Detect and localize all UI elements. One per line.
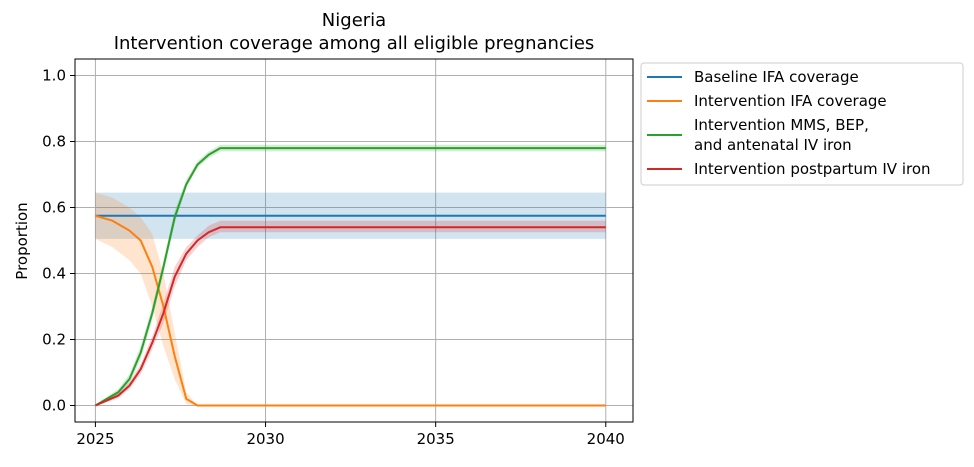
line-intervention-mms-bep-and-antenatal-iv-iron <box>94 147 606 407</box>
band-intervention-postpartum-iv-iron <box>95 220 606 406</box>
legend-label-intervention-mms-bep-and-antenatal-iv-iron: and antenatal IV iron <box>694 136 852 154</box>
legend-label-intervention-ifa-coverage: Intervention IFA coverage <box>694 92 887 110</box>
chart-subtitle: Intervention coverage among all eligible… <box>114 33 595 54</box>
y-tick-label: 0.4 <box>42 265 66 283</box>
chart-title: Nigeria <box>322 10 386 31</box>
legend-label-intervention-mms-bep-and-antenatal-iv-iron: Intervention MMS, BEP, <box>694 116 869 134</box>
y-tick-label: 0.6 <box>42 199 66 217</box>
y-axis-label: Proportion <box>13 202 31 279</box>
legend-label-baseline-ifa-coverage: Baseline IFA coverage <box>694 68 859 86</box>
legend-label-intervention-postpartum-iv-iron: Intervention postpartum IV iron <box>694 160 931 178</box>
x-tick-label: 2040 <box>587 430 625 448</box>
x-tick-label: 2035 <box>417 430 455 448</box>
y-tick-label: 0.0 <box>42 397 66 415</box>
plot-frame <box>74 58 634 423</box>
y-tick-label: 1.0 <box>42 67 66 85</box>
axis-ticks: 2025 2030 2035 2040 0.0 0.2 0.4 0.6 0.8 1.0 <box>42 67 625 449</box>
confidence-bands <box>95 144 606 406</box>
legend: Baseline IFA coverage Intervention IFA co… <box>640 62 964 186</box>
y-tick-label: 0.2 <box>42 331 66 349</box>
line-intervention-postpartum-iv-iron <box>95 226 606 407</box>
y-tick-label: 0.8 <box>42 133 66 151</box>
x-tick-label: 2025 <box>76 430 114 448</box>
series-lines <box>94 147 606 407</box>
x-tick-label: 2030 <box>246 430 284 448</box>
legend-box <box>640 62 964 186</box>
grid-layer <box>75 59 633 422</box>
line-intervention-ifa-coverage <box>95 214 606 407</box>
